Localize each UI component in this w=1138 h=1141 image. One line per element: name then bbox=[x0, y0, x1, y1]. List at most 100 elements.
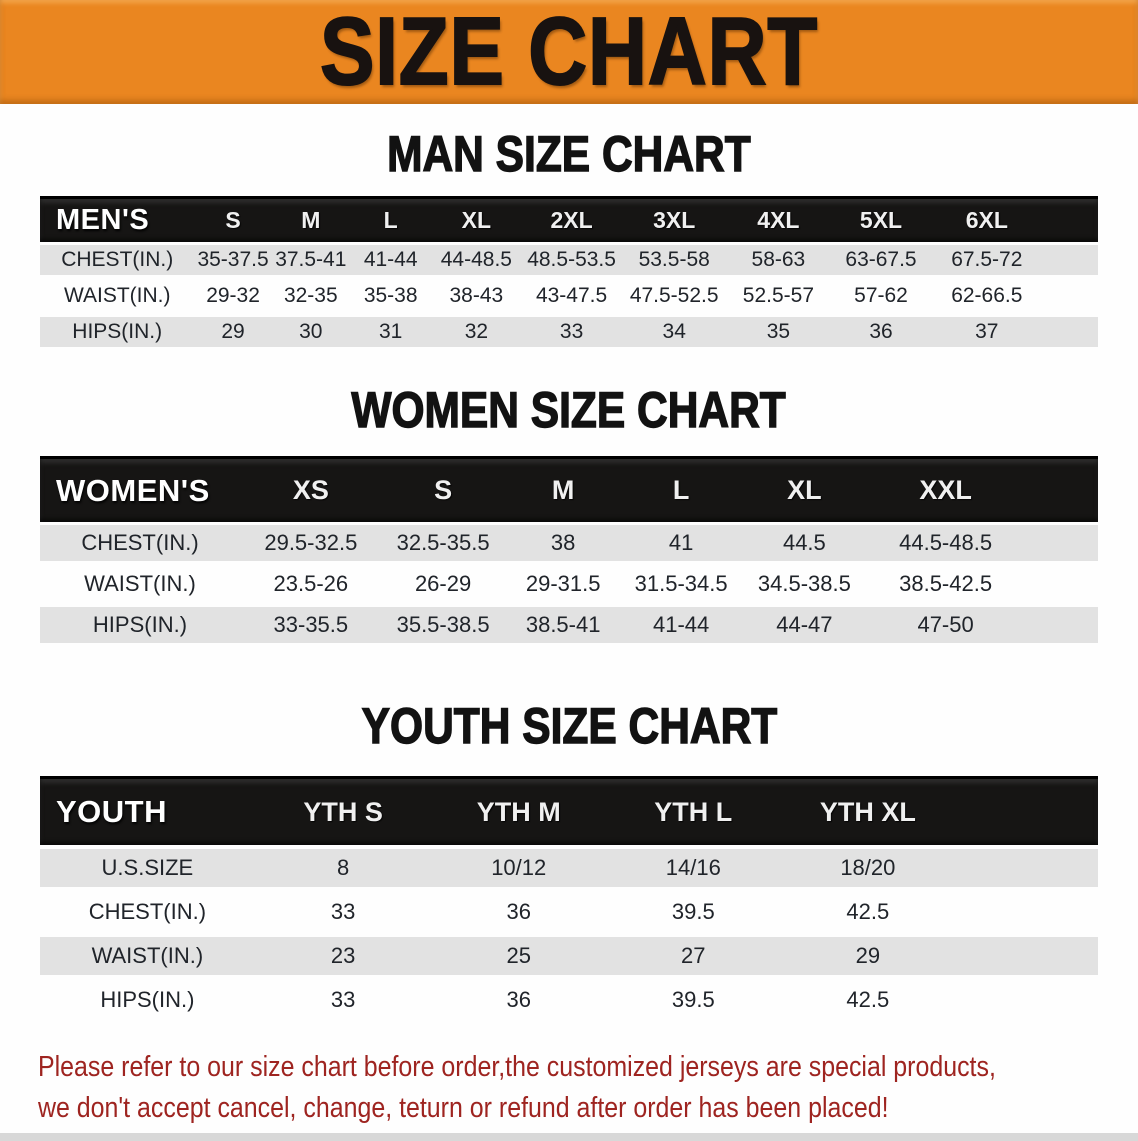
size-column-header: XL bbox=[461, 207, 492, 233]
cell-value: 27 bbox=[681, 943, 706, 968]
cell-value: 58-63 bbox=[751, 248, 806, 271]
table-header-row: YOUTH YTH S YTH M YTH L YTH XL bbox=[40, 776, 1098, 845]
size-column-header: YTH S bbox=[303, 796, 383, 827]
row-label: WAIST(IN.) bbox=[63, 284, 171, 307]
cell-value: 34 bbox=[662, 320, 686, 343]
cell-value: 30 bbox=[299, 320, 323, 343]
row-label: CHEST(IN.) bbox=[81, 530, 199, 555]
cell-value: 32 bbox=[464, 320, 489, 343]
table-row: HIPS(IN.) 29 30 31 32 33 34 35 36 37 bbox=[40, 317, 1098, 347]
cell-value: 29-32 bbox=[206, 284, 260, 307]
cell-value: 33 bbox=[330, 899, 356, 924]
men-size-table: MEN'S S M L XL 2XL 3XL 4XL 5XL 6XL CHEST(IN.) 35-37… bbox=[40, 196, 1098, 347]
cell-value: 32-35 bbox=[283, 284, 338, 307]
row-label: WAIST(IN.) bbox=[84, 571, 196, 596]
size-column-header: S bbox=[434, 475, 453, 505]
cell-value: 44.5-48.5 bbox=[899, 530, 993, 555]
notice-line-2: we don't accept cancel, change, teturn o… bbox=[38, 1092, 889, 1124]
size-column-header: 2XL bbox=[550, 207, 593, 233]
row-label: CHEST(IN.) bbox=[88, 899, 207, 924]
cell-value: 63-67.5 bbox=[845, 248, 917, 271]
row-label: WAIST(IN.) bbox=[91, 943, 204, 968]
cell-value: 41-44 bbox=[652, 612, 710, 637]
cell-value: 62-66.5 bbox=[951, 284, 1023, 307]
size-column-header: L bbox=[383, 207, 398, 233]
size-column-header: 4XL bbox=[757, 207, 800, 233]
cell-value: 41-44 bbox=[363, 248, 418, 271]
cell-value: 10/12 bbox=[491, 855, 547, 880]
order-notice: Please refer to our size chart before or… bbox=[0, 1047, 1138, 1129]
youth-section: YOUTH SIZE CHART YOUTH YTH S YTH M YTH L YTH… bbox=[0, 697, 1138, 1019]
cell-value: 37.5-41 bbox=[275, 248, 347, 271]
cell-value: 47.5-52.5 bbox=[629, 284, 719, 307]
cell-value: 53.5-58 bbox=[638, 248, 710, 271]
cell-value: 38-43 bbox=[449, 284, 504, 307]
cell-value: 32.5-35.5 bbox=[396, 530, 490, 555]
cell-value: 44-47 bbox=[776, 612, 833, 637]
table-row: WAIST(IN.) 23.5-26 26-29 29-31.5 31.5-34.5 34… bbox=[40, 566, 1098, 602]
women-chart-title: WOMEN SIZE CHART bbox=[351, 381, 787, 438]
cell-value: 23 bbox=[330, 943, 356, 968]
cell-value: 41 bbox=[668, 530, 694, 555]
size-column-header: L bbox=[672, 475, 690, 505]
cell-value: 18/20 bbox=[840, 855, 896, 880]
size-column-header: YTH M bbox=[476, 796, 561, 827]
cell-value: 43-47.5 bbox=[535, 284, 608, 307]
cell-value: 29 bbox=[221, 320, 245, 343]
cell-value: 44.5 bbox=[782, 530, 826, 555]
page-title: SIZE CHART bbox=[319, 0, 819, 105]
women-size-table: WOMEN'S XS S M L XL XXL CHEST(IN.) 29.5-32.5 32.5… bbox=[40, 456, 1098, 643]
notice-line-1: Please refer to our size chart before or… bbox=[38, 1051, 996, 1083]
size-column-header: XXL bbox=[919, 475, 972, 505]
table-row: HIPS(IN.) 33 36 39.5 42.5 bbox=[40, 981, 1098, 1019]
table-row: U.S.SIZE 8 10/12 14/16 18/20 bbox=[40, 849, 1098, 887]
cell-value: 29 bbox=[855, 943, 881, 968]
cell-value: 47-50 bbox=[917, 612, 974, 637]
size-column-header: XL bbox=[787, 475, 822, 505]
cell-value: 44-48.5 bbox=[440, 248, 512, 271]
men-chart-title: MAN SIZE CHART bbox=[387, 125, 752, 182]
table-row: WAIST(IN.) 29-32 32-35 35-38 38-43 43-47.5 47.… bbox=[40, 281, 1098, 311]
cell-value: 23.5-26 bbox=[273, 571, 349, 596]
cell-value: 42.5 bbox=[846, 899, 890, 924]
cell-value: 31.5-34.5 bbox=[634, 571, 728, 596]
cell-value: 52.5-57 bbox=[742, 284, 815, 307]
size-column-header: YTH L bbox=[654, 796, 733, 827]
size-column-header: 5XL bbox=[859, 207, 903, 233]
table-header-label: YOUTH bbox=[56, 794, 167, 829]
size-column-header: M bbox=[551, 475, 575, 505]
youth-size-table: YOUTH YTH S YTH M YTH L YTH XL U.S.SIZE 8 10/12… bbox=[40, 776, 1098, 1019]
table-row: CHEST(IN.) 29.5-32.5 32.5-35.5 38 41 44.5 44.5… bbox=[40, 525, 1098, 561]
table-header-label: MEN'S bbox=[56, 204, 150, 236]
row-label: HIPS(IN.) bbox=[72, 320, 163, 343]
cell-value: 33 bbox=[330, 987, 356, 1012]
size-column-header: M bbox=[301, 207, 321, 233]
size-column-header: XS bbox=[292, 475, 329, 505]
size-column-header: YTH XL bbox=[819, 796, 916, 827]
table-header-label: WOMEN'S bbox=[56, 472, 210, 508]
cell-value: 29-31.5 bbox=[525, 571, 601, 596]
row-label: HIPS(IN.) bbox=[100, 987, 195, 1012]
cell-value: 35 bbox=[766, 320, 791, 343]
row-label: U.S.SIZE bbox=[101, 855, 194, 880]
cell-value: 48.5-53.5 bbox=[527, 248, 616, 271]
cell-value: 42.5 bbox=[846, 987, 890, 1012]
table-row: WAIST(IN.) 23 25 27 29 bbox=[40, 937, 1098, 975]
size-column-header: S bbox=[225, 207, 241, 233]
cell-value: 37 bbox=[975, 320, 999, 343]
table-row: CHEST(IN.) 35-37.5 37.5-41 41-44 44-48.5 48.5… bbox=[40, 245, 1098, 275]
cell-value: 67.5-72 bbox=[951, 248, 1023, 271]
table-header-row: MEN'S S M L XL 2XL 3XL 4XL 5XL 6XL bbox=[40, 196, 1098, 242]
cell-value: 36 bbox=[506, 987, 531, 1012]
table-header-row: WOMEN'S XS S M L XL XXL bbox=[40, 456, 1098, 522]
bottom-strip bbox=[0, 1133, 1138, 1141]
cell-value: 8 bbox=[336, 855, 350, 880]
size-column-header: 3XL bbox=[653, 207, 696, 233]
table-row: CHEST(IN.) 33 36 39.5 42.5 bbox=[40, 893, 1098, 931]
cell-value: 31 bbox=[379, 320, 403, 343]
size-chart-banner: SIZE CHART bbox=[0, 0, 1138, 104]
cell-value: 39.5 bbox=[671, 899, 715, 924]
size-column-header: 6XL bbox=[965, 207, 1008, 233]
cell-value: 33 bbox=[559, 320, 584, 343]
cell-value: 35.5-38.5 bbox=[396, 612, 490, 637]
